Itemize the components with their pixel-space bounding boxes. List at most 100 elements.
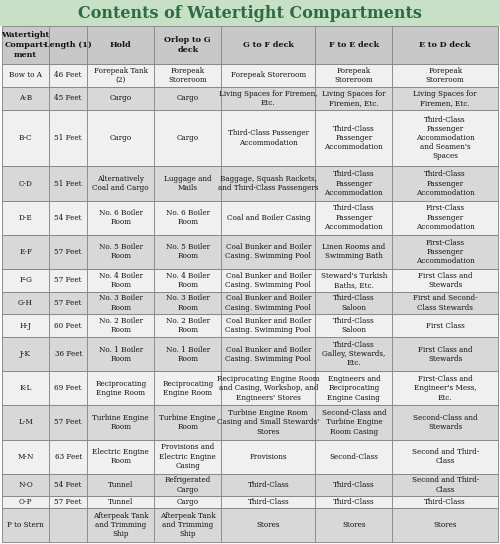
Bar <box>316 405 392 440</box>
Text: 60 Feet: 60 Feet <box>54 322 82 330</box>
Text: Reciprocating
Engine Room: Reciprocating Engine Room <box>95 380 146 397</box>
Text: O-P: O-P <box>19 498 32 506</box>
Bar <box>392 269 498 292</box>
Bar <box>2 497 49 508</box>
Bar <box>2 337 49 372</box>
Bar <box>316 292 392 314</box>
Bar <box>392 26 498 64</box>
Text: K-L: K-L <box>20 385 32 392</box>
Text: 57 Feet: 57 Feet <box>54 276 82 284</box>
Bar <box>221 109 316 166</box>
Bar <box>49 440 88 474</box>
Bar <box>154 234 221 269</box>
Bar <box>221 64 316 86</box>
Text: C-D: C-D <box>18 180 32 188</box>
Text: Stores: Stores <box>256 521 280 529</box>
Text: No. 1 Boiler
Room: No. 1 Boiler Room <box>98 345 143 363</box>
Text: Third-Class Passenger
Accommodation: Third-Class Passenger Accommodation <box>228 129 309 146</box>
Text: Third-Class
Passenger
Accommodation: Third-Class Passenger Accommodation <box>324 205 384 231</box>
Text: Watertight
Compart-
ment: Watertight Compart- ment <box>2 31 50 59</box>
Bar <box>221 337 316 372</box>
Bar <box>2 440 498 474</box>
Bar <box>2 497 498 508</box>
Text: Coal and Boiler Casing: Coal and Boiler Casing <box>226 214 310 221</box>
Text: No. 5 Boiler
Room: No. 5 Boiler Room <box>99 243 143 261</box>
Text: Turbine Engine Room
Casing and Small Stewards'
Stores: Turbine Engine Room Casing and Small Ste… <box>217 409 320 436</box>
Bar <box>392 372 498 405</box>
Bar <box>316 474 392 497</box>
Bar <box>316 497 392 508</box>
Bar <box>154 440 221 474</box>
Bar <box>2 440 49 474</box>
Text: Cargo: Cargo <box>176 498 199 506</box>
Text: 57 Feet: 57 Feet <box>54 299 82 307</box>
Bar <box>392 201 498 234</box>
Bar <box>221 372 316 405</box>
Bar <box>316 201 392 234</box>
Text: 46 Feet: 46 Feet <box>54 71 82 79</box>
Bar <box>49 201 88 234</box>
Text: Second-Class and
Turbine Engine
Room Casing: Second-Class and Turbine Engine Room Cas… <box>322 409 386 436</box>
Text: Turbine Engine
Room: Turbine Engine Room <box>92 414 149 431</box>
Text: Cargo: Cargo <box>110 134 132 142</box>
Bar <box>154 109 221 166</box>
Bar <box>316 440 392 474</box>
Bar <box>49 497 88 508</box>
Text: Forepeak
Storeroom: Forepeak Storeroom <box>426 67 465 84</box>
Text: 57 Feet: 57 Feet <box>54 418 82 426</box>
Bar <box>316 234 392 269</box>
Bar <box>0 0 500 26</box>
Text: Third-Class: Third-Class <box>333 481 374 489</box>
Text: Coal Bunker and Boiler
Casing. Swimming Pool: Coal Bunker and Boiler Casing. Swimming … <box>226 294 312 312</box>
Text: No. 1 Boiler
Room: No. 1 Boiler Room <box>166 345 210 363</box>
Text: Linen Rooms and
Swimming Bath: Linen Rooms and Swimming Bath <box>322 243 386 261</box>
Text: Cargo: Cargo <box>176 134 199 142</box>
Bar <box>88 201 154 234</box>
Bar <box>392 314 498 337</box>
Text: Length (1): Length (1) <box>44 41 92 49</box>
Bar <box>154 314 221 337</box>
Bar <box>392 405 498 440</box>
Bar <box>154 64 221 86</box>
Text: Steward's Turkish
Baths, Etc.: Steward's Turkish Baths, Etc. <box>320 271 387 289</box>
Text: Refrigerated
Cargo: Refrigerated Cargo <box>164 477 211 494</box>
Bar <box>2 269 498 292</box>
Bar <box>392 64 498 86</box>
Bar <box>49 109 88 166</box>
Text: Contents of Watertight Compartments: Contents of Watertight Compartments <box>78 4 422 22</box>
Bar <box>49 405 88 440</box>
Text: Hold: Hold <box>110 41 132 49</box>
Bar <box>49 474 88 497</box>
Bar <box>316 269 392 292</box>
Bar <box>221 201 316 234</box>
Text: Third-Class
Saloon: Third-Class Saloon <box>333 294 374 312</box>
Bar <box>2 234 49 269</box>
Bar <box>154 86 221 109</box>
Bar <box>316 26 392 64</box>
Text: Provisions: Provisions <box>250 453 287 461</box>
Text: First-Class
Passenger
Accommodation: First-Class Passenger Accommodation <box>416 205 474 231</box>
Text: 54 Feet: 54 Feet <box>54 481 82 489</box>
Text: Third-Class
Passenger
Accommodation
and Seamen's
Spaces: Third-Class Passenger Accommodation and … <box>416 115 474 160</box>
Bar <box>88 440 154 474</box>
Bar <box>49 337 88 372</box>
Bar <box>2 166 498 201</box>
Bar <box>2 508 49 542</box>
Bar <box>2 166 49 201</box>
Bar <box>2 109 498 166</box>
Bar <box>221 497 316 508</box>
Text: D-E: D-E <box>18 214 32 221</box>
Bar <box>392 337 498 372</box>
Bar <box>49 26 88 64</box>
Text: P to Stern: P to Stern <box>7 521 44 529</box>
Text: F-G: F-G <box>19 276 32 284</box>
Bar <box>88 234 154 269</box>
Bar <box>2 269 49 292</box>
Bar <box>88 64 154 86</box>
Text: First and Second-
Class Stewards: First and Second- Class Stewards <box>413 294 478 312</box>
Text: Third-Class: Third-Class <box>424 498 466 506</box>
Bar <box>392 109 498 166</box>
Bar <box>221 26 316 64</box>
Bar <box>49 234 88 269</box>
Text: M-N: M-N <box>18 453 34 461</box>
